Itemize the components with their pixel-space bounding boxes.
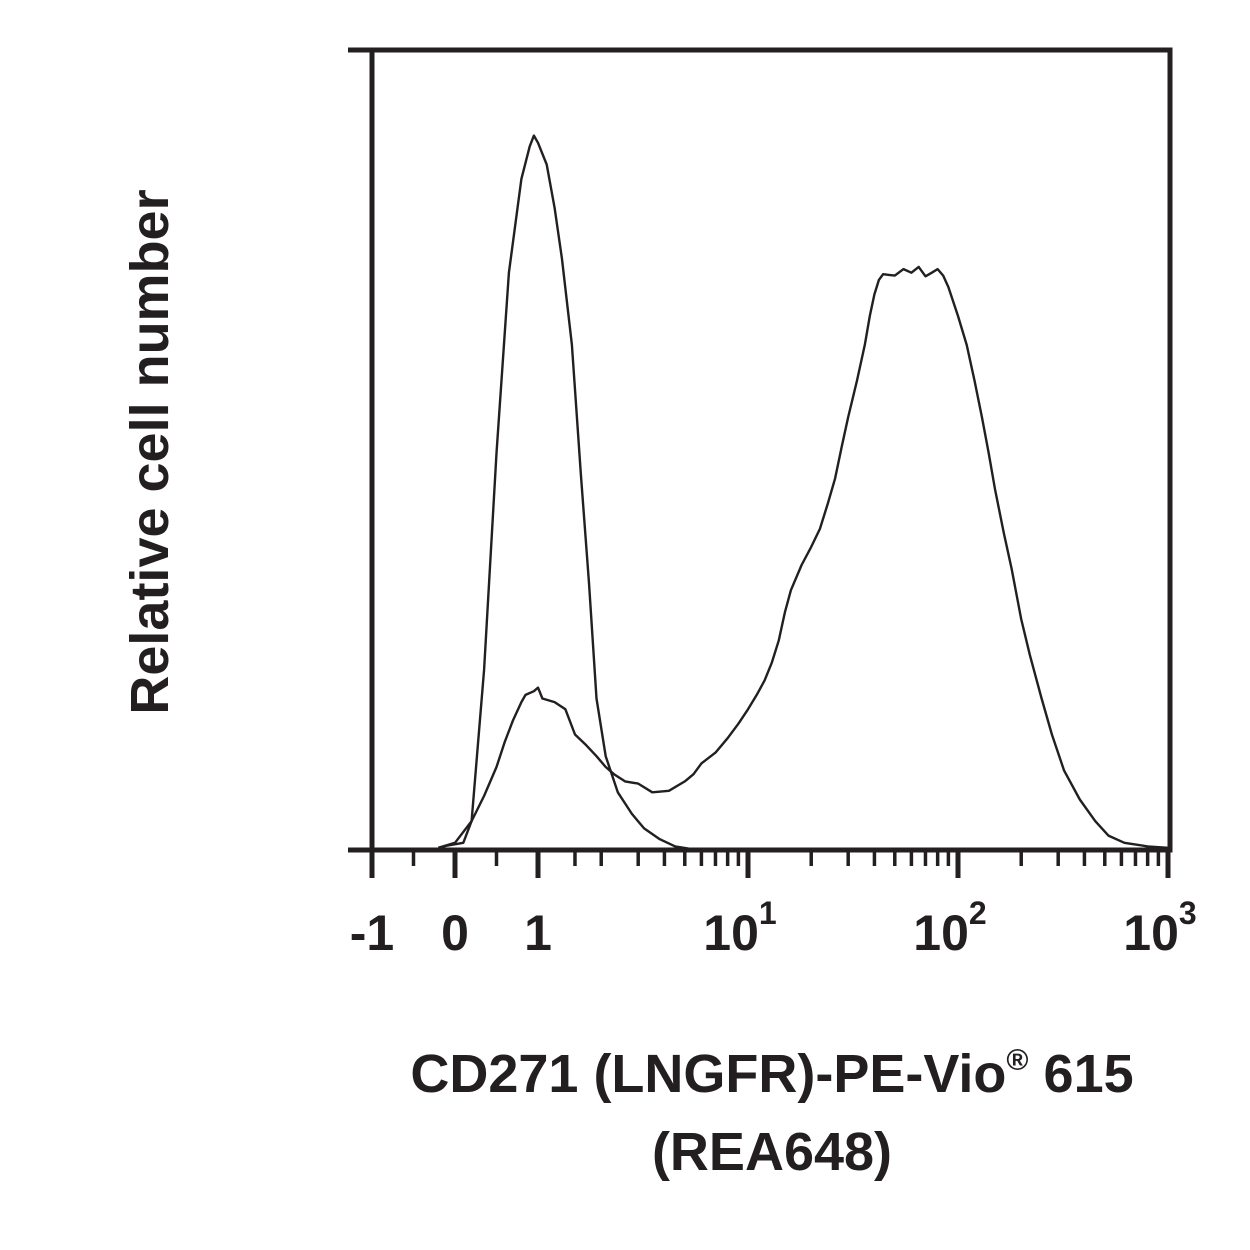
x-axis-label-end: 615 bbox=[1029, 1044, 1134, 1104]
plot-border bbox=[369, 47, 1173, 853]
x-tick-label: 0 bbox=[441, 905, 469, 961]
x-tick-label: 103 bbox=[1123, 895, 1196, 961]
tick-labels: -1 0 1 101 102 103 bbox=[350, 895, 1197, 961]
x-axis-label-line1: CD271 (LNGFR)-PE-Vio® 615 bbox=[410, 1044, 1133, 1104]
series-stained-line bbox=[438, 265, 1169, 849]
series-control-line bbox=[438, 134, 689, 850]
x-axis-label-reg: ® bbox=[1006, 1044, 1028, 1077]
x-axis-label-line2: (REA648) bbox=[652, 1122, 892, 1182]
x-tick-label: 102 bbox=[913, 895, 986, 961]
x-ticks bbox=[369, 850, 1171, 878]
x-tick-label: 101 bbox=[703, 895, 776, 961]
series-layer bbox=[438, 134, 1169, 850]
x-axis-label-main: CD271 (LNGFR)-PE-Vio bbox=[410, 1044, 1006, 1104]
x-tick-label: 1 bbox=[524, 905, 552, 961]
y-axis-label: Relative cell number bbox=[120, 189, 180, 714]
plot-frame bbox=[348, 47, 1173, 853]
x-tick-label: -1 bbox=[350, 905, 394, 961]
